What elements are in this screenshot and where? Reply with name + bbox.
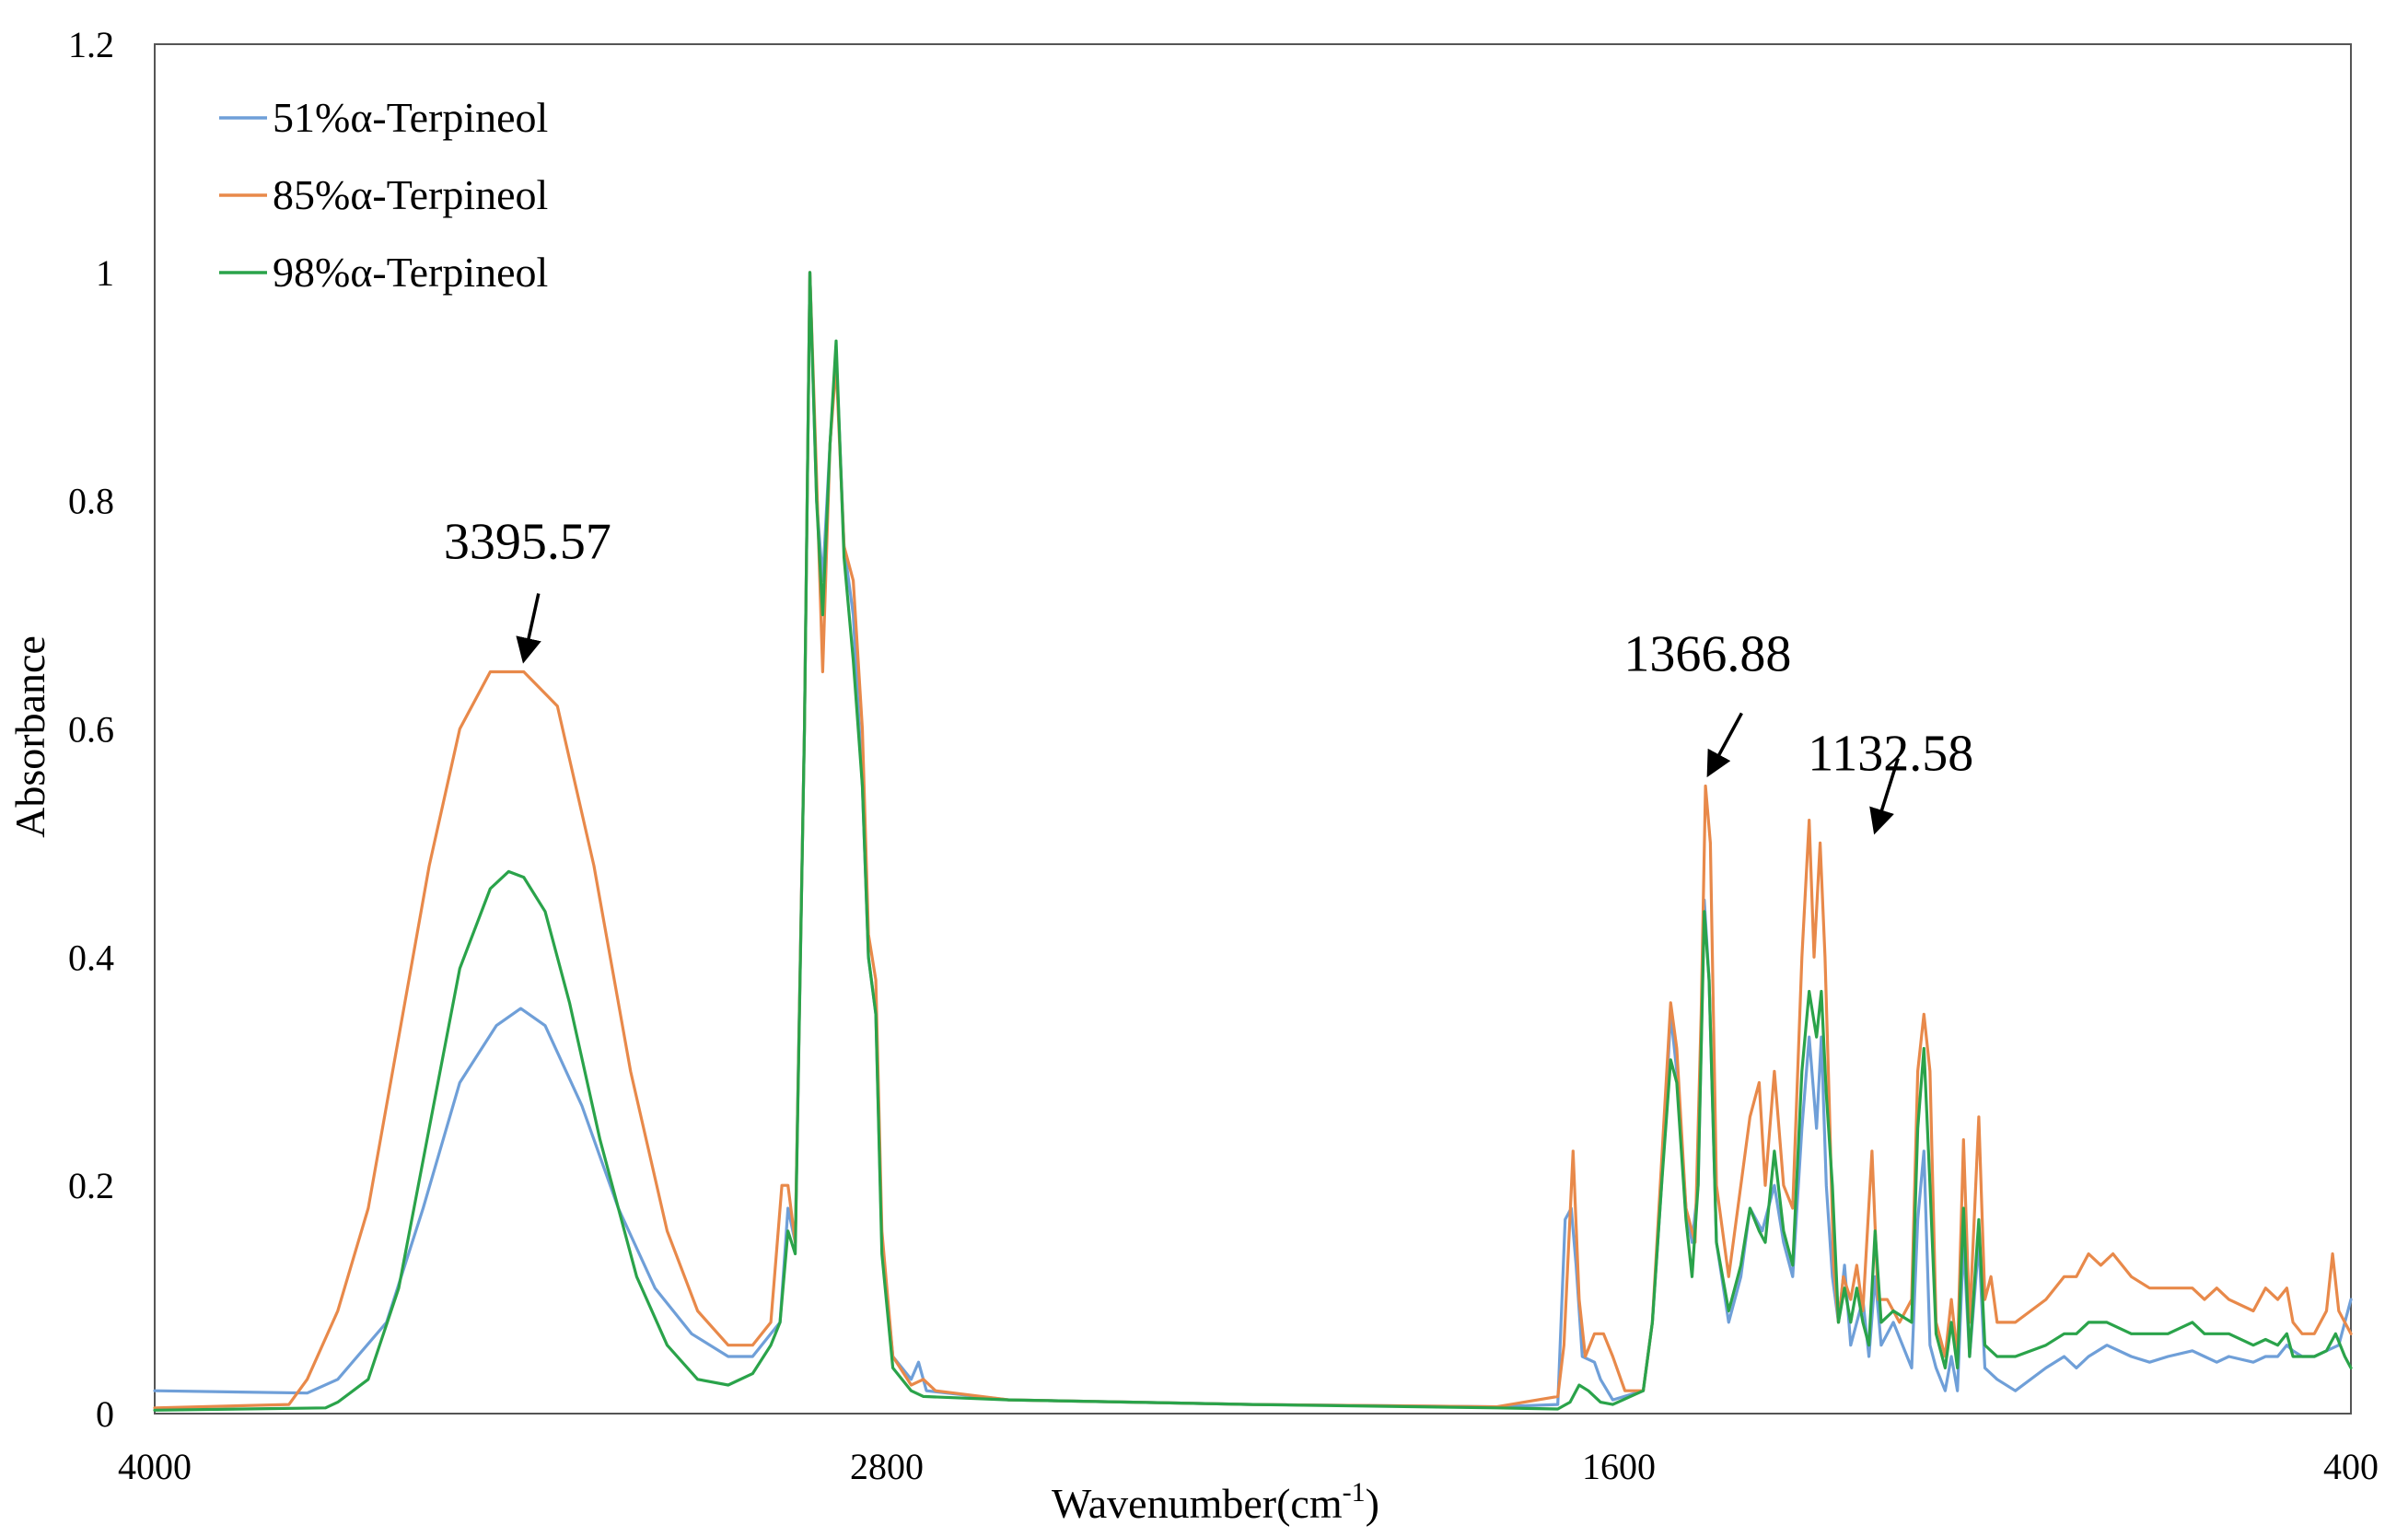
y-axis-ticks: 0 0.2 0.4 0.6 0.8 1 1.2 [68,24,114,1435]
y-tick-label: 1 [96,252,114,294]
y-tick-label: 0.2 [68,1165,114,1206]
peak-arrow [1869,757,1900,835]
peak-label: 3395.57 [444,514,611,571]
peak-arrow [516,593,541,664]
plot-frame [154,43,2352,1415]
legend-label: 98%α-Terpineol [273,249,548,296]
legend-label: 85%α-Terpineol [273,171,548,218]
y-axis-title: Absorbance [6,635,53,838]
x-axis-title: Wavenumber(cm-1) [1052,1477,1379,1527]
legend: 51%α-Terpineol 85%α-Terpineol 98%α-Terpine… [219,94,548,296]
x-axis-ticks: 4000 2800 1600 400 [118,1446,2379,1487]
x-tick-label: 4000 [118,1446,192,1487]
annotations: 3395.57 1366.88 1132.58 [444,514,1973,835]
x-tick-label: 1600 [1582,1446,1656,1487]
x-tick-label: 2800 [850,1446,924,1487]
peak-arrow [1706,712,1743,778]
y-tick-label: 1.2 [68,24,114,65]
series-line-3 [153,271,2353,1412]
y-tick-label: 0 [96,1393,114,1435]
y-tick-label: 0.8 [68,481,114,522]
series-layer [153,271,2353,1412]
series-line-1 [153,271,2353,1409]
peak-label: 1366.88 [1623,625,1791,682]
x-tick-label: 400 [2323,1446,2379,1487]
peak-label: 1132.58 [1808,725,1973,782]
y-tick-label: 0.6 [68,709,114,751]
legend-label: 51%α-Terpineol [273,94,548,141]
series-line-2 [153,271,2353,1410]
y-tick-label: 0.4 [68,937,114,978]
